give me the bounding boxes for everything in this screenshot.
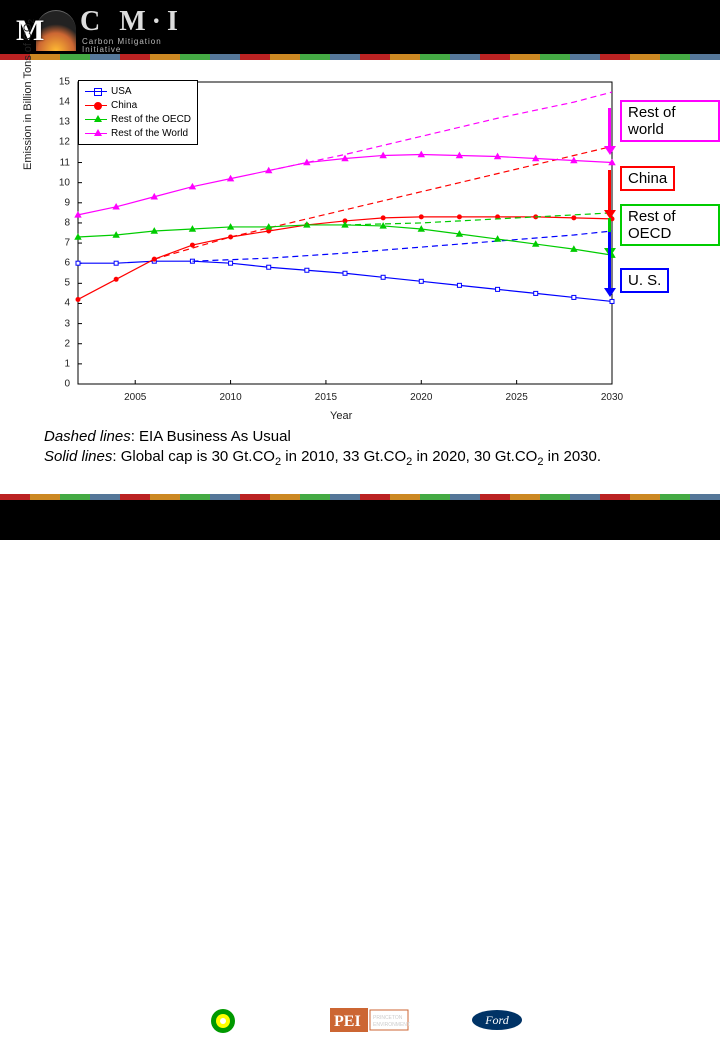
svg-text:PRINCETON: PRINCETON <box>373 1015 403 1021</box>
annotation-oecd: Rest of OECD <box>620 204 720 246</box>
svg-text:Ford: Ford <box>484 1013 510 1027</box>
x-tick: 2030 <box>601 392 623 403</box>
top-stripe <box>0 54 720 60</box>
legend-item: Rest of the OECD <box>85 112 191 126</box>
top-banner: M C M·I Carbon Mitigation Initiative <box>0 0 720 54</box>
legend-item: Rest of the World <box>85 126 191 140</box>
y-tick: 8 <box>46 217 70 228</box>
y-tick: 2 <box>46 338 70 349</box>
sponsor-ford-logo: Ford <box>470 1008 524 1032</box>
svg-text:PEI: PEI <box>334 1013 361 1030</box>
annotation-us: U. S. <box>620 268 669 293</box>
y-tick: 1 <box>46 358 70 369</box>
arrowhead-us <box>604 288 616 297</box>
caption-line-2: Solid lines: Global cap is 30 Gt.CO2 in … <box>44 448 684 470</box>
arrow-us <box>608 232 611 290</box>
logo-subtitle: Carbon Mitigation Initiative <box>82 38 188 54</box>
y-tick: 7 <box>46 238 70 249</box>
y-tick: 3 <box>46 318 70 329</box>
y-tick: 6 <box>46 258 70 269</box>
arrowhead-row <box>604 146 616 155</box>
y-tick: 9 <box>46 197 70 208</box>
y-tick: 4 <box>46 298 70 309</box>
cmi-logo: M C M·I Carbon Mitigation Initiative <box>10 6 188 48</box>
annotation-china: China <box>620 166 675 191</box>
legend-item: USA <box>85 84 191 98</box>
sponsor-pei-logo: PEI PRINCETONENVIRONMENTAL <box>330 1008 410 1032</box>
arrow-china <box>608 170 611 212</box>
arrow-row <box>608 108 611 148</box>
y-axis-label: Emission in Billion Tons of CO2 <box>22 19 36 170</box>
y-tick: 14 <box>46 97 70 108</box>
legend-item: China <box>85 98 191 112</box>
y-tick: 10 <box>46 177 70 188</box>
caption-line-1: Dashed lines: EIA Business As Usual <box>44 428 684 447</box>
logo-letters: C M·I <box>80 8 184 36</box>
slide: { "header": { "logo_letters": "C M·I", "… <box>0 0 720 540</box>
x-tick: 2015 <box>315 392 337 403</box>
y-tick: 15 <box>46 77 70 88</box>
y-tick: 12 <box>46 137 70 148</box>
x-tick: 2025 <box>506 392 528 403</box>
sponsor-bp-logo <box>210 1008 236 1032</box>
y-tick: 11 <box>46 157 70 168</box>
bottom-banner: PEIPRINCETONENVIRONMENTAL Ford <box>0 500 720 540</box>
x-tick: 2010 <box>219 392 241 403</box>
y-tick: 0 <box>46 379 70 390</box>
y-tick: 13 <box>46 117 70 128</box>
x-axis-label: Year <box>330 410 352 422</box>
svg-text:ENVIRONMENTAL: ENVIRONMENTAL <box>373 1022 410 1028</box>
x-tick: 2005 <box>124 392 146 403</box>
y-tick: 5 <box>46 278 70 289</box>
x-tick: 2020 <box>410 392 432 403</box>
annotation-row: Rest of world <box>620 100 720 142</box>
chart-legend: USAChinaRest of the OECDRest of the Worl… <box>78 80 198 145</box>
